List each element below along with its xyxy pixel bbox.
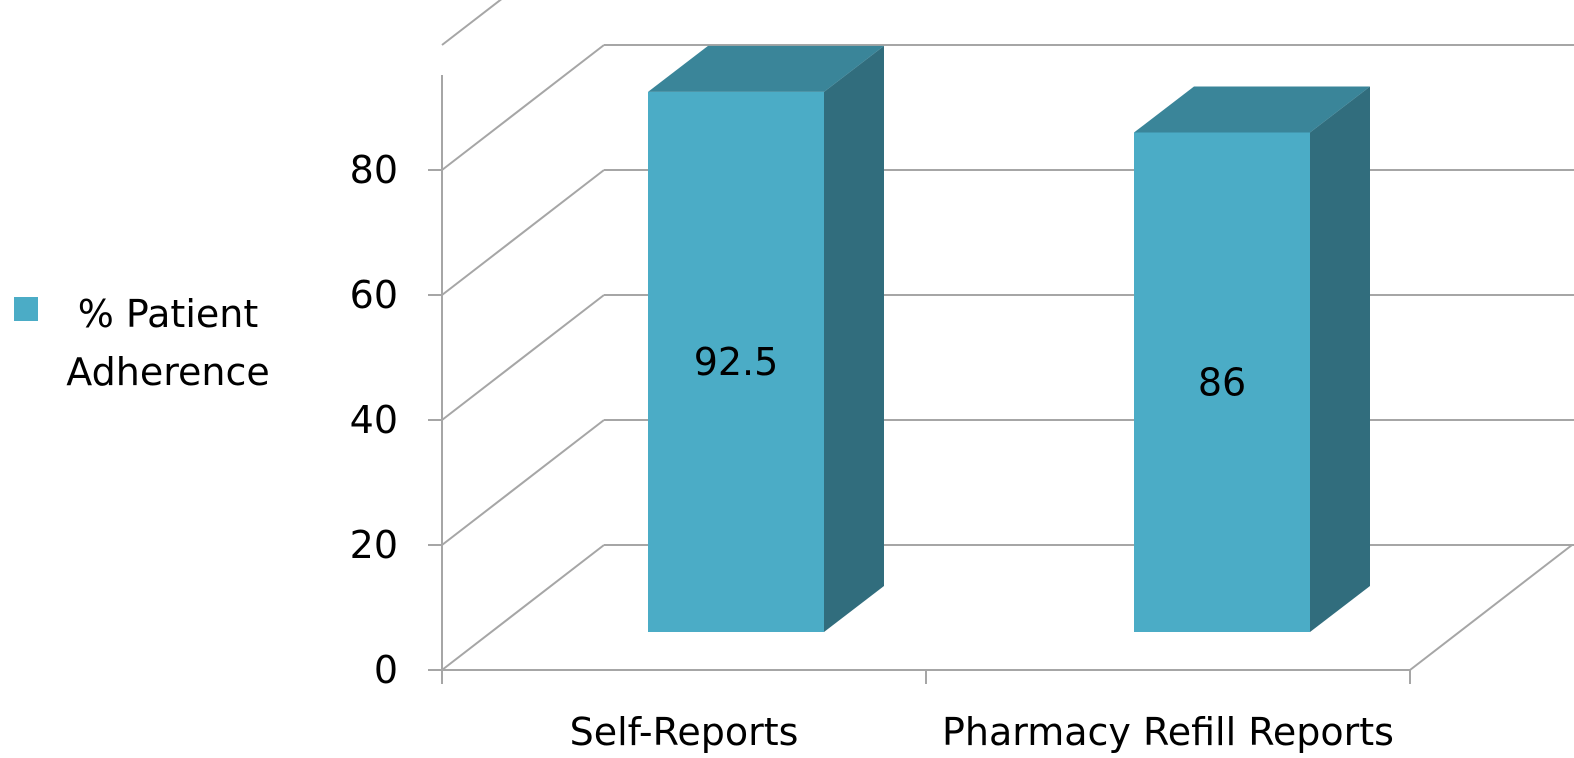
data-label: 86: [1198, 360, 1246, 404]
y-tick-label: 0: [374, 648, 398, 692]
bar-top: [648, 45, 884, 92]
gridline-side: [441, 544, 605, 671]
y-tick-labels: 0 20 40 60 80: [350, 148, 398, 692]
bar-front: [1134, 132, 1310, 632]
bar-side: [1310, 86, 1370, 632]
bar: 86: [1134, 86, 1370, 632]
x-tick-label: Self-Reports: [570, 710, 799, 754]
y-tick-label: 40: [350, 398, 398, 442]
data-label: 92.5: [694, 340, 779, 384]
legend-swatch: [14, 297, 38, 321]
y-tick-label: 60: [350, 273, 398, 317]
gridline-side: [441, 0, 502, 46]
bars: 92.5 86: [648, 45, 1370, 632]
x-tick-labels: Self-Reports Pharmacy Refill Reports: [570, 710, 1394, 754]
gridline-side: [441, 294, 605, 421]
bar-side: [824, 45, 884, 632]
axes: [428, 75, 1573, 684]
bar: 92.5: [648, 45, 884, 632]
gridline-side: [441, 169, 605, 296]
gridlines: [441, 0, 1574, 671]
floor-right-edge: [1409, 544, 1573, 671]
x-tick-label: Pharmacy Refill Reports: [942, 710, 1394, 754]
gridline-side: [441, 419, 605, 546]
bar-front: [648, 91, 824, 632]
bar-top: [1134, 86, 1370, 133]
gridline-side: [441, 44, 605, 171]
y-tick-label: 80: [350, 148, 398, 192]
y-tick-label: 20: [350, 523, 398, 567]
legend-label: % Patient Adherence: [66, 292, 270, 394]
